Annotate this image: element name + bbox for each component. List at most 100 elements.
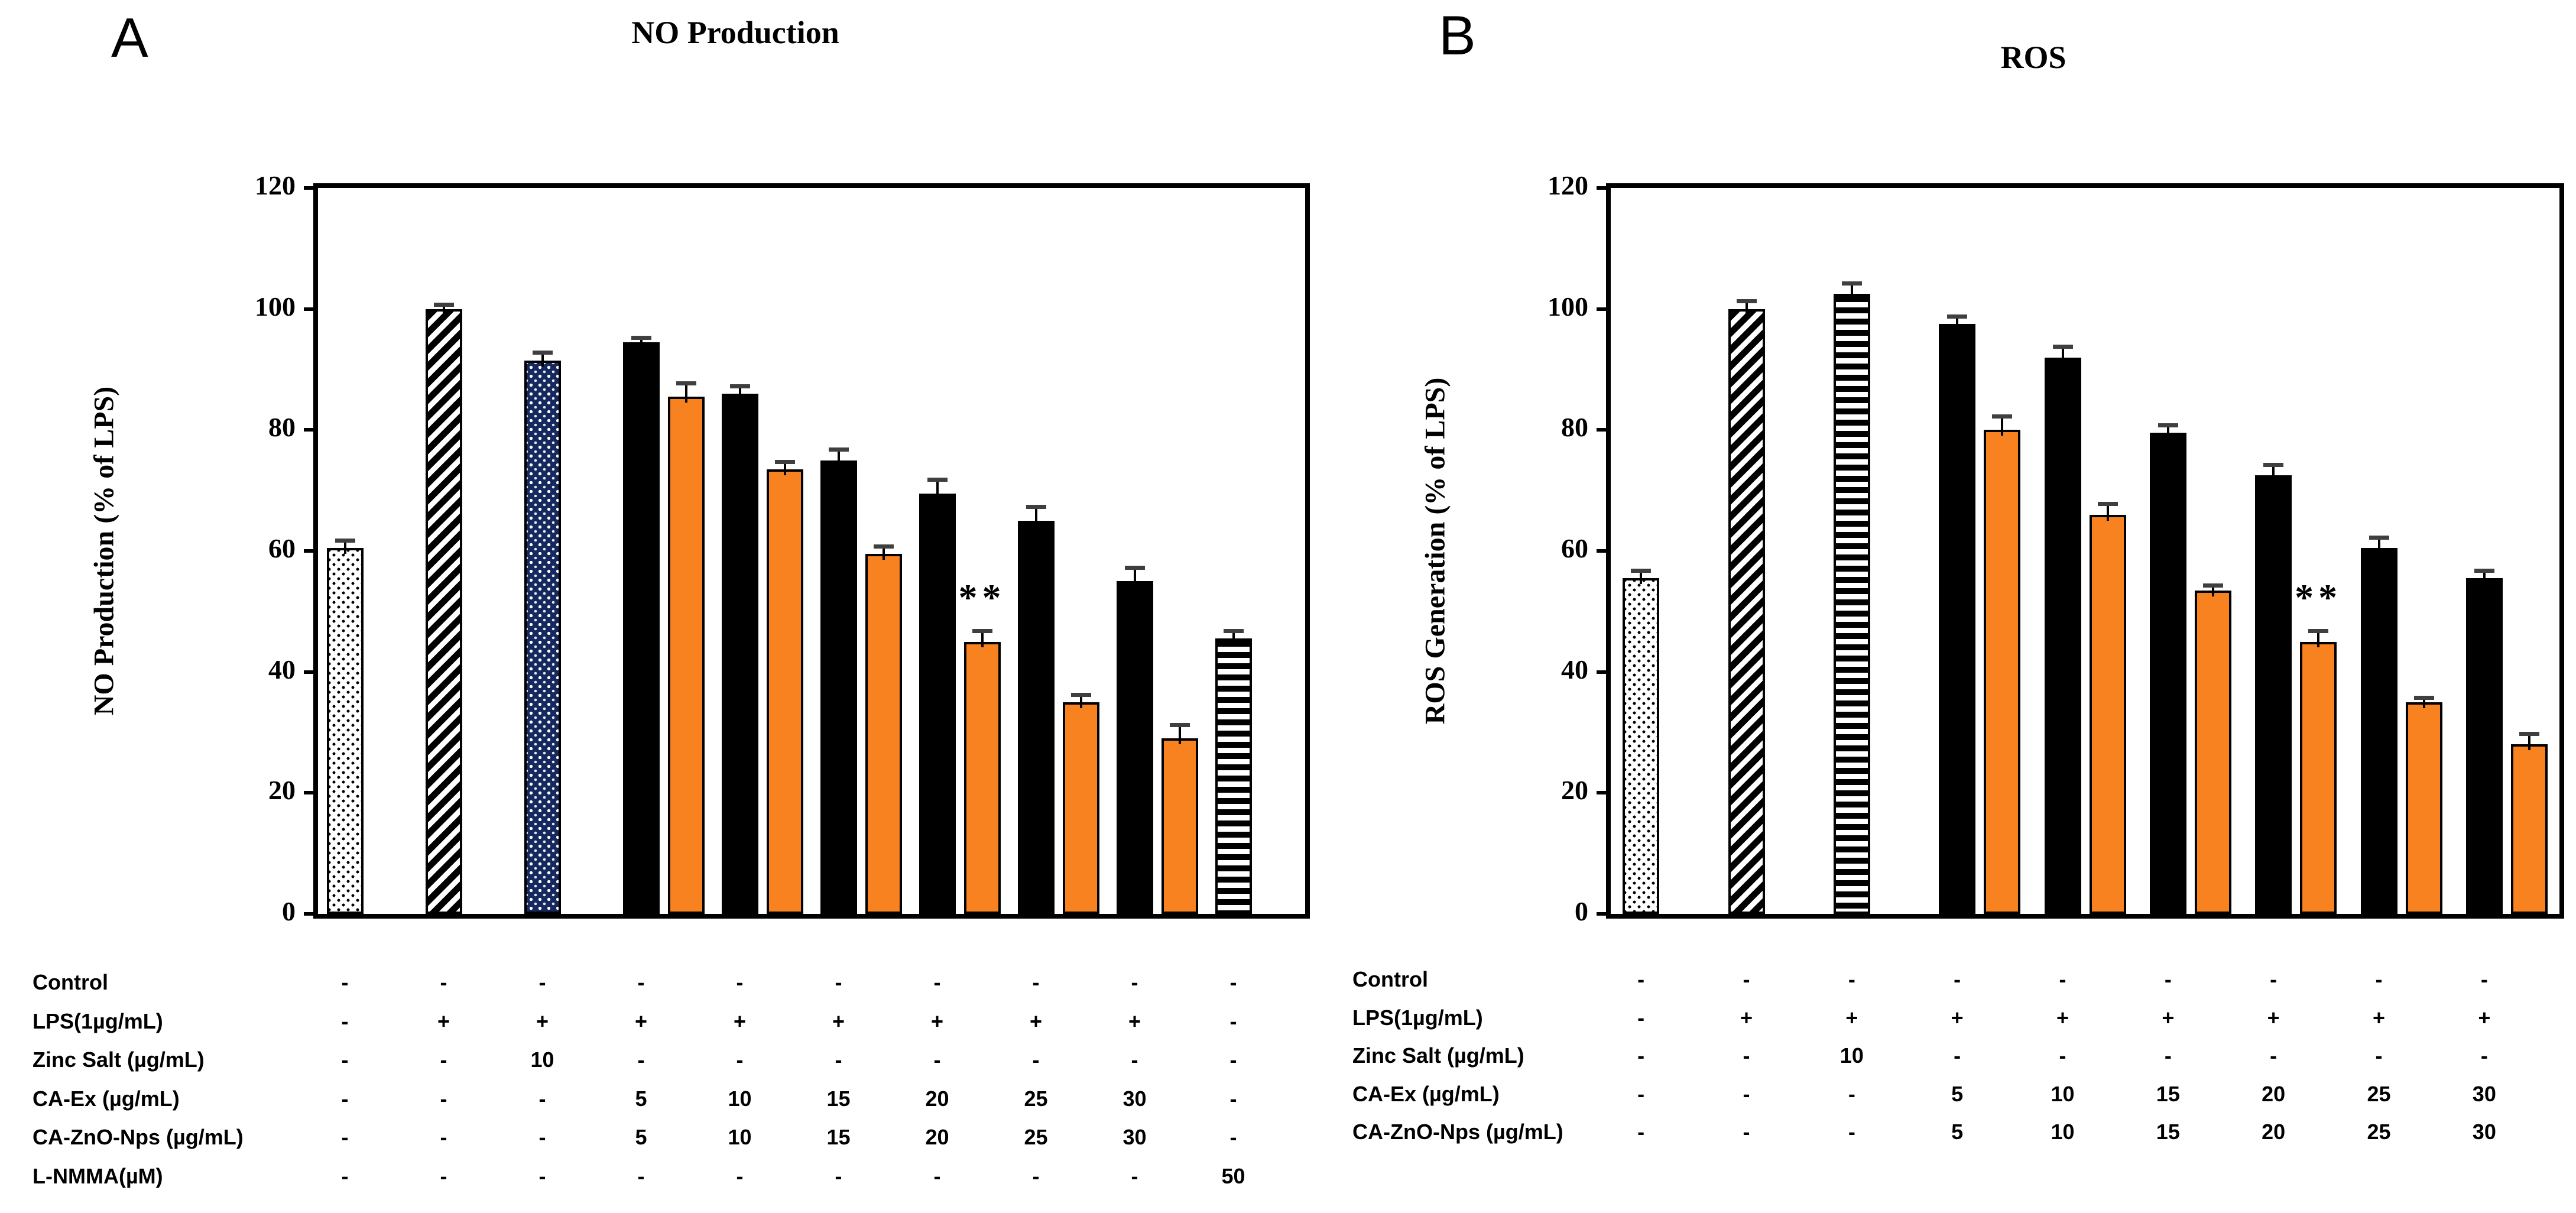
error-bar-stem <box>2211 587 2214 596</box>
table-row-label: L-NMMA(µM) <box>33 1163 163 1188</box>
y-axis-tick <box>1597 912 1611 916</box>
table-cell-value: + <box>2162 1005 2175 1030</box>
error-bar-cap <box>1992 414 2013 419</box>
error-bar-cap <box>1841 281 1862 286</box>
significance-marker: ** <box>958 576 1006 619</box>
error-bar-cap <box>873 544 894 549</box>
table-cell-value: - <box>538 1163 546 1188</box>
error-bar-cap <box>2369 535 2389 540</box>
bar-hatch-diagonal <box>1728 309 1765 914</box>
error-bar-stem <box>1079 696 1082 708</box>
y-axis-tick-label: 100 <box>1547 291 1588 322</box>
error-bar-stem <box>1745 303 1748 315</box>
table-cell-value: - <box>2059 1043 2066 1068</box>
table-cell-value: 15 <box>2156 1120 2180 1144</box>
error-bar-stem <box>2483 572 2486 585</box>
error-bar-cap <box>2308 629 2329 634</box>
bar-orange <box>667 397 705 914</box>
table-cell-value: + <box>2267 1005 2280 1030</box>
table-cell-value: 25 <box>2367 1120 2391 1144</box>
bar-black <box>1017 520 1055 914</box>
table-cell-value: 25 <box>2367 1081 2391 1106</box>
table-cell-value: 20 <box>925 1125 949 1149</box>
table-cell-value: + <box>437 1008 450 1033</box>
bar-orange <box>1062 702 1099 914</box>
error-bar-cap <box>729 384 750 388</box>
error-bar-stem <box>837 451 840 466</box>
error-bar-stem <box>2317 633 2320 648</box>
table-cell-value: 50 <box>1221 1163 1245 1188</box>
table-cell-value: - <box>736 1047 744 1072</box>
table-cell-value: - <box>341 970 349 994</box>
bar-black <box>721 393 758 914</box>
table-cell-value: 10 <box>728 1086 752 1111</box>
bar-dots-white <box>326 547 364 914</box>
bar-orange <box>766 469 803 914</box>
error-bar-stem <box>442 306 445 315</box>
error-bar-cap <box>1631 568 1652 573</box>
table-cell-value: 10 <box>2051 1120 2075 1144</box>
y-axis-tick-label: 100 <box>255 291 296 322</box>
table-cell-value: - <box>1637 1005 1645 1030</box>
table-cell-value: - <box>2375 967 2383 991</box>
table-cell-value: 30 <box>2472 1081 2496 1106</box>
error-bar-stem <box>2001 417 2004 436</box>
error-bar-stem <box>2377 539 2380 554</box>
table-cell-value: - <box>1848 1120 1855 1144</box>
panel-a-letter: A <box>111 7 148 69</box>
error-bar-cap <box>2158 423 2178 428</box>
table-cell-value: - <box>933 970 941 994</box>
table-cell-value: 15 <box>2156 1081 2180 1106</box>
table-cell-value: - <box>440 1163 447 1188</box>
error-bar-cap <box>2097 502 2118 507</box>
table-cell-value: - <box>835 1047 842 1072</box>
table-cell-value: - <box>1229 1125 1237 1149</box>
table-cell-value: - <box>1229 1086 1237 1111</box>
y-axis-tick <box>304 912 318 916</box>
table-cell-value: + <box>1029 1008 1043 1033</box>
error-bar-stem <box>738 387 741 400</box>
error-bar-stem <box>2061 348 2064 364</box>
bar-orange <box>963 641 1001 914</box>
y-axis-tick <box>304 549 318 553</box>
error-bar-stem <box>343 541 346 554</box>
table-cell-value: - <box>1131 1047 1138 1072</box>
bar-orange <box>2300 641 2337 914</box>
bar-black <box>2044 357 2081 914</box>
panel-a-y-axis-label: NO Production (% of LPS) <box>88 386 120 716</box>
table-row-label: CA-Ex (µg/mL) <box>33 1086 180 1111</box>
error-bar-cap <box>2519 732 2539 737</box>
error-bar-stem <box>1232 633 1235 645</box>
table-cell-value: - <box>637 1163 645 1188</box>
table-cell-value: - <box>1229 970 1237 994</box>
bar-orange <box>2194 590 2231 914</box>
y-axis-tick <box>304 670 318 674</box>
table-cell-value: 15 <box>826 1086 851 1111</box>
table-cell-value: - <box>835 970 842 994</box>
table-row-label: LPS(1µg/mL) <box>1352 1005 1483 1030</box>
bar-orange <box>1984 430 2021 914</box>
y-axis-tick <box>1597 549 1611 553</box>
table-cell-value: + <box>832 1008 845 1033</box>
table-cell-value: - <box>2270 967 2277 991</box>
bar-dots-blue <box>524 360 561 914</box>
table-cell-value: - <box>2480 1043 2488 1068</box>
significance-marker: ** <box>2295 576 2343 619</box>
table-cell-value: - <box>2480 967 2488 991</box>
y-axis-tick-label: 40 <box>268 654 296 685</box>
table-cell-value: - <box>1954 967 1961 991</box>
table-cell-value: - <box>637 970 645 994</box>
y-axis-tick-label: 0 <box>1575 896 1588 926</box>
table-cell-value: + <box>733 1008 747 1033</box>
y-axis-tick <box>304 428 318 432</box>
y-axis-tick-label: 40 <box>1561 654 1588 685</box>
bar-hatch-horizontal <box>1215 638 1252 914</box>
table-cell-value: + <box>1845 1005 1858 1030</box>
error-bar-cap <box>2052 345 2073 349</box>
error-bar-stem <box>2272 466 2275 482</box>
table-cell-value: - <box>1032 970 1040 994</box>
panel-b-letter: B <box>1439 4 1476 66</box>
error-bar-stem <box>1956 318 1959 330</box>
table-row-label: CA-ZnO-Nps (µg/mL) <box>1352 1120 1563 1144</box>
error-bar-cap <box>1026 505 1046 510</box>
